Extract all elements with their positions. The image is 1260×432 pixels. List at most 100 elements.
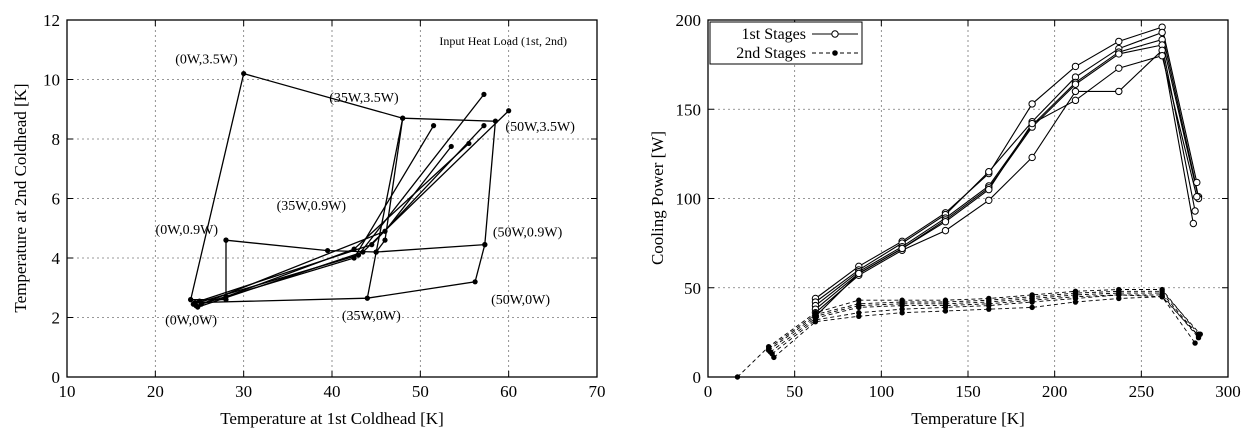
left-point-annotation: (35W,0W)	[342, 309, 401, 324]
left-annotation-title: Input Heat Load (1st, 2nd)	[439, 34, 567, 48]
left-point-annotation: (35W,0.9W)	[277, 199, 347, 214]
first-stage-point	[1193, 178, 1201, 187]
left-data-point	[241, 70, 247, 77]
first-stage-point	[1028, 119, 1036, 128]
first-stage-point	[898, 244, 906, 253]
left-data-point	[482, 242, 488, 248]
right-y-tick-label: 100	[676, 190, 702, 209]
second-stage-point	[1116, 295, 1122, 302]
first-stage-point	[1115, 87, 1123, 96]
second-stage-point	[899, 310, 905, 316]
second-stage-curve	[737, 289, 1199, 378]
right-x-tick-label: 150	[955, 382, 981, 401]
first-stage-point	[1193, 193, 1201, 201]
second-stage-curve	[768, 292, 1199, 351]
left-x-tick-label: 30	[235, 382, 252, 401]
first-stage-curve	[815, 44, 1196, 310]
right-x-tick-label: 200	[1042, 382, 1068, 401]
left-axis-ticks: 10 20 30 40 50 60 70 0 2 4 6 8 10 12	[43, 11, 606, 401]
left-point-annotation: (50W,0W)	[491, 293, 550, 308]
second-stage-point	[771, 354, 777, 361]
left-x-tick-label: 70	[589, 382, 606, 401]
first-stage-point	[1115, 37, 1123, 46]
right-y-tick-label: 0	[693, 368, 702, 387]
second-stage-point	[812, 318, 819, 325]
left-y-tick-label: 2	[52, 309, 61, 328]
first-stage-point	[1071, 87, 1080, 96]
left-series-line	[197, 110, 510, 308]
left-data-point	[360, 249, 366, 255]
second-stage-point	[856, 313, 862, 320]
legend-label-1st-stages: 1st Stages	[742, 26, 806, 43]
left-data-point	[355, 252, 362, 258]
right-series-points	[734, 23, 1203, 380]
left-data-point	[400, 115, 406, 121]
left-data-point	[369, 242, 375, 248]
left-data-point	[382, 237, 388, 243]
second-stage-point	[734, 374, 741, 380]
second-stage-point	[1029, 299, 1035, 305]
second-stage-curve	[773, 296, 1199, 358]
first-stage-curve	[815, 49, 1194, 314]
left-data-point	[324, 247, 331, 254]
left-chart: 10 20 30 40 50 60 70 0 2 4 6 8 10 12 (0W,3.5W) (35W,3.…	[11, 11, 606, 428]
left-data-point	[430, 123, 437, 129]
left-y-tick-label: 6	[52, 190, 61, 209]
left-data-point	[364, 295, 370, 301]
left-series-line	[201, 145, 452, 305]
second-stage-point	[986, 306, 992, 312]
left-x-tick-label: 20	[147, 382, 164, 401]
left-series-points	[188, 70, 512, 310]
first-stage-curve	[815, 31, 1200, 303]
second-stage-point	[1192, 340, 1198, 346]
left-point-annotation: (0W,0W)	[165, 314, 217, 329]
second-stage-point	[1072, 299, 1079, 305]
left-point-annotation: (0W,0.9W)	[156, 223, 219, 238]
first-stage-point	[985, 168, 993, 176]
first-stage-point	[941, 226, 950, 235]
right-x-axis-title: Temperature [K]	[911, 409, 1025, 428]
first-stage-point	[1028, 153, 1036, 162]
left-data-point	[481, 123, 487, 129]
first-stage-point	[1115, 50, 1123, 58]
first-stage-point	[1191, 207, 1199, 215]
first-stage-point	[941, 218, 950, 226]
first-stage-point	[985, 185, 993, 194]
left-data-point	[382, 228, 388, 234]
right-x-tick-label: 100	[869, 382, 895, 401]
left-data-point	[448, 143, 454, 150]
left-series-lines	[190, 72, 510, 308]
right-series-lines	[737, 26, 1201, 378]
left-point-annotation: (50W,0.9W)	[493, 226, 563, 241]
left-data-point	[351, 246, 357, 252]
left-data-point	[472, 279, 478, 285]
left-y-axis-title: Temperature at 2nd Coldhead [K]	[11, 83, 30, 312]
left-data-point	[373, 249, 379, 255]
right-y-tick-label: 150	[676, 100, 702, 119]
legend-label-2nd-stages: 2nd Stages	[736, 45, 806, 62]
left-y-tick-label: 8	[52, 130, 61, 149]
first-stage-curve	[815, 26, 1198, 299]
left-data-point	[506, 108, 512, 114]
left-point-annotations: (0W,3.5W) (35W,3.5W) (50W,3.5W) (35W,0.9W) (…	[156, 53, 576, 329]
second-stage-point	[1029, 304, 1035, 311]
second-stage-point	[942, 308, 949, 314]
left-x-tick-label: 50	[412, 382, 429, 401]
right-x-tick-label: 50	[786, 382, 803, 401]
first-stage-point	[985, 196, 993, 204]
first-stage-point	[1071, 62, 1080, 71]
left-data-point	[351, 255, 357, 261]
first-stage-point	[1071, 96, 1080, 105]
left-data-point	[195, 304, 201, 310]
second-stage-curve	[771, 294, 1196, 355]
left-data-point	[196, 298, 203, 304]
left-series-line	[190, 240, 227, 301]
legend-box	[709, 21, 863, 65]
left-point-annotation: (35W,3.5W)	[329, 91, 399, 106]
right-x-tick-label: 300	[1215, 382, 1241, 401]
first-stage-point	[1115, 64, 1123, 72]
left-series-line	[190, 72, 497, 304]
left-x-axis-title: Temperature at 1st Coldhead [K]	[220, 409, 444, 428]
left-data-point	[223, 237, 229, 243]
